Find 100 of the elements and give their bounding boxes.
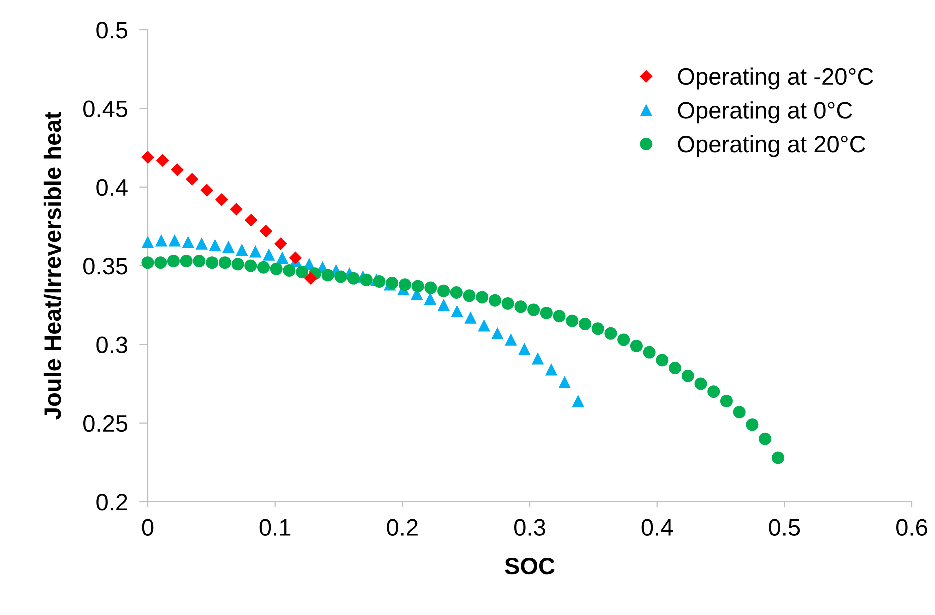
point — [322, 269, 334, 282]
point — [142, 236, 154, 248]
point — [566, 314, 579, 328]
point — [222, 241, 235, 254]
point — [274, 238, 288, 250]
y-tick-label: 0.25 — [84, 415, 128, 432]
point — [759, 432, 772, 446]
point — [257, 261, 270, 274]
point — [451, 306, 464, 318]
point — [478, 320, 490, 332]
point — [245, 214, 258, 227]
point — [193, 255, 206, 268]
point — [230, 203, 243, 216]
point — [492, 328, 504, 340]
point — [232, 258, 244, 271]
x-tick-label: 0.1 — [260, 519, 291, 536]
point — [244, 260, 258, 272]
y-tick-label: 0.35 — [84, 258, 128, 275]
legend-label: Operating at -20°C — [678, 68, 874, 90]
point — [263, 249, 275, 261]
point — [694, 378, 708, 390]
point — [200, 184, 214, 197]
point — [604, 327, 618, 340]
point — [553, 310, 566, 323]
y-tick-label: 0.2 — [96, 494, 128, 511]
point — [250, 246, 262, 258]
point — [154, 256, 168, 270]
y-tick-label: 0.45 — [84, 100, 128, 118]
point — [643, 346, 656, 359]
point — [412, 280, 424, 293]
point — [289, 252, 302, 264]
point — [283, 264, 296, 277]
point — [304, 272, 318, 285]
point — [630, 340, 643, 352]
x-tick-label: 0 — [142, 519, 154, 536]
point — [579, 318, 592, 330]
point — [528, 304, 540, 316]
point — [502, 298, 514, 310]
point — [182, 236, 194, 248]
x-tick-label: 0.3 — [514, 519, 546, 536]
point — [532, 352, 544, 365]
point — [558, 376, 571, 388]
point — [180, 255, 193, 268]
point — [438, 284, 450, 298]
point — [450, 286, 463, 299]
point — [464, 312, 477, 324]
point — [360, 274, 373, 286]
point — [618, 334, 630, 346]
point — [772, 452, 785, 464]
point — [276, 252, 288, 264]
point — [682, 370, 694, 382]
point — [334, 270, 348, 284]
point — [505, 334, 518, 346]
point — [209, 240, 222, 252]
point — [168, 234, 181, 247]
point — [270, 262, 283, 276]
point — [171, 164, 184, 176]
x-tick-label: 0.4 — [642, 519, 674, 536]
point — [186, 173, 199, 186]
y-tick-label: 0.3 — [96, 336, 128, 354]
x-tick-label: 0.5 — [769, 519, 800, 536]
point — [296, 266, 309, 279]
point — [424, 282, 438, 294]
point — [260, 225, 272, 238]
point — [142, 151, 154, 164]
point — [236, 244, 248, 256]
point — [656, 354, 669, 367]
point — [373, 275, 386, 288]
point — [142, 256, 154, 270]
point — [167, 255, 180, 268]
point — [424, 293, 436, 305]
point — [348, 272, 360, 285]
legend-label: Operating at 0°C — [678, 102, 852, 124]
point — [386, 277, 399, 290]
y-tick-label: 0.5 — [96, 22, 128, 39]
point — [540, 306, 553, 320]
point — [572, 395, 584, 408]
point — [514, 300, 528, 314]
point — [488, 294, 502, 307]
point — [592, 322, 604, 336]
y-tick-label: 0.4 — [96, 179, 128, 196]
point — [720, 395, 733, 408]
point — [463, 290, 476, 302]
legend-label: Operating at 20°C — [678, 135, 866, 158]
point — [156, 154, 170, 167]
point — [438, 299, 450, 312]
x-tick-label: 0.6 — [896, 519, 928, 536]
point — [669, 362, 682, 375]
point — [196, 238, 208, 250]
point — [218, 256, 232, 270]
point — [476, 291, 489, 304]
point — [518, 343, 531, 356]
point — [206, 256, 219, 270]
point — [398, 278, 412, 292]
point — [746, 418, 759, 432]
x-tick-label: 0.2 — [387, 519, 418, 536]
point — [546, 364, 558, 376]
y-axis-title: Joule Heat/Irreversible heat — [44, 112, 62, 420]
point — [733, 406, 746, 419]
point — [216, 194, 228, 206]
